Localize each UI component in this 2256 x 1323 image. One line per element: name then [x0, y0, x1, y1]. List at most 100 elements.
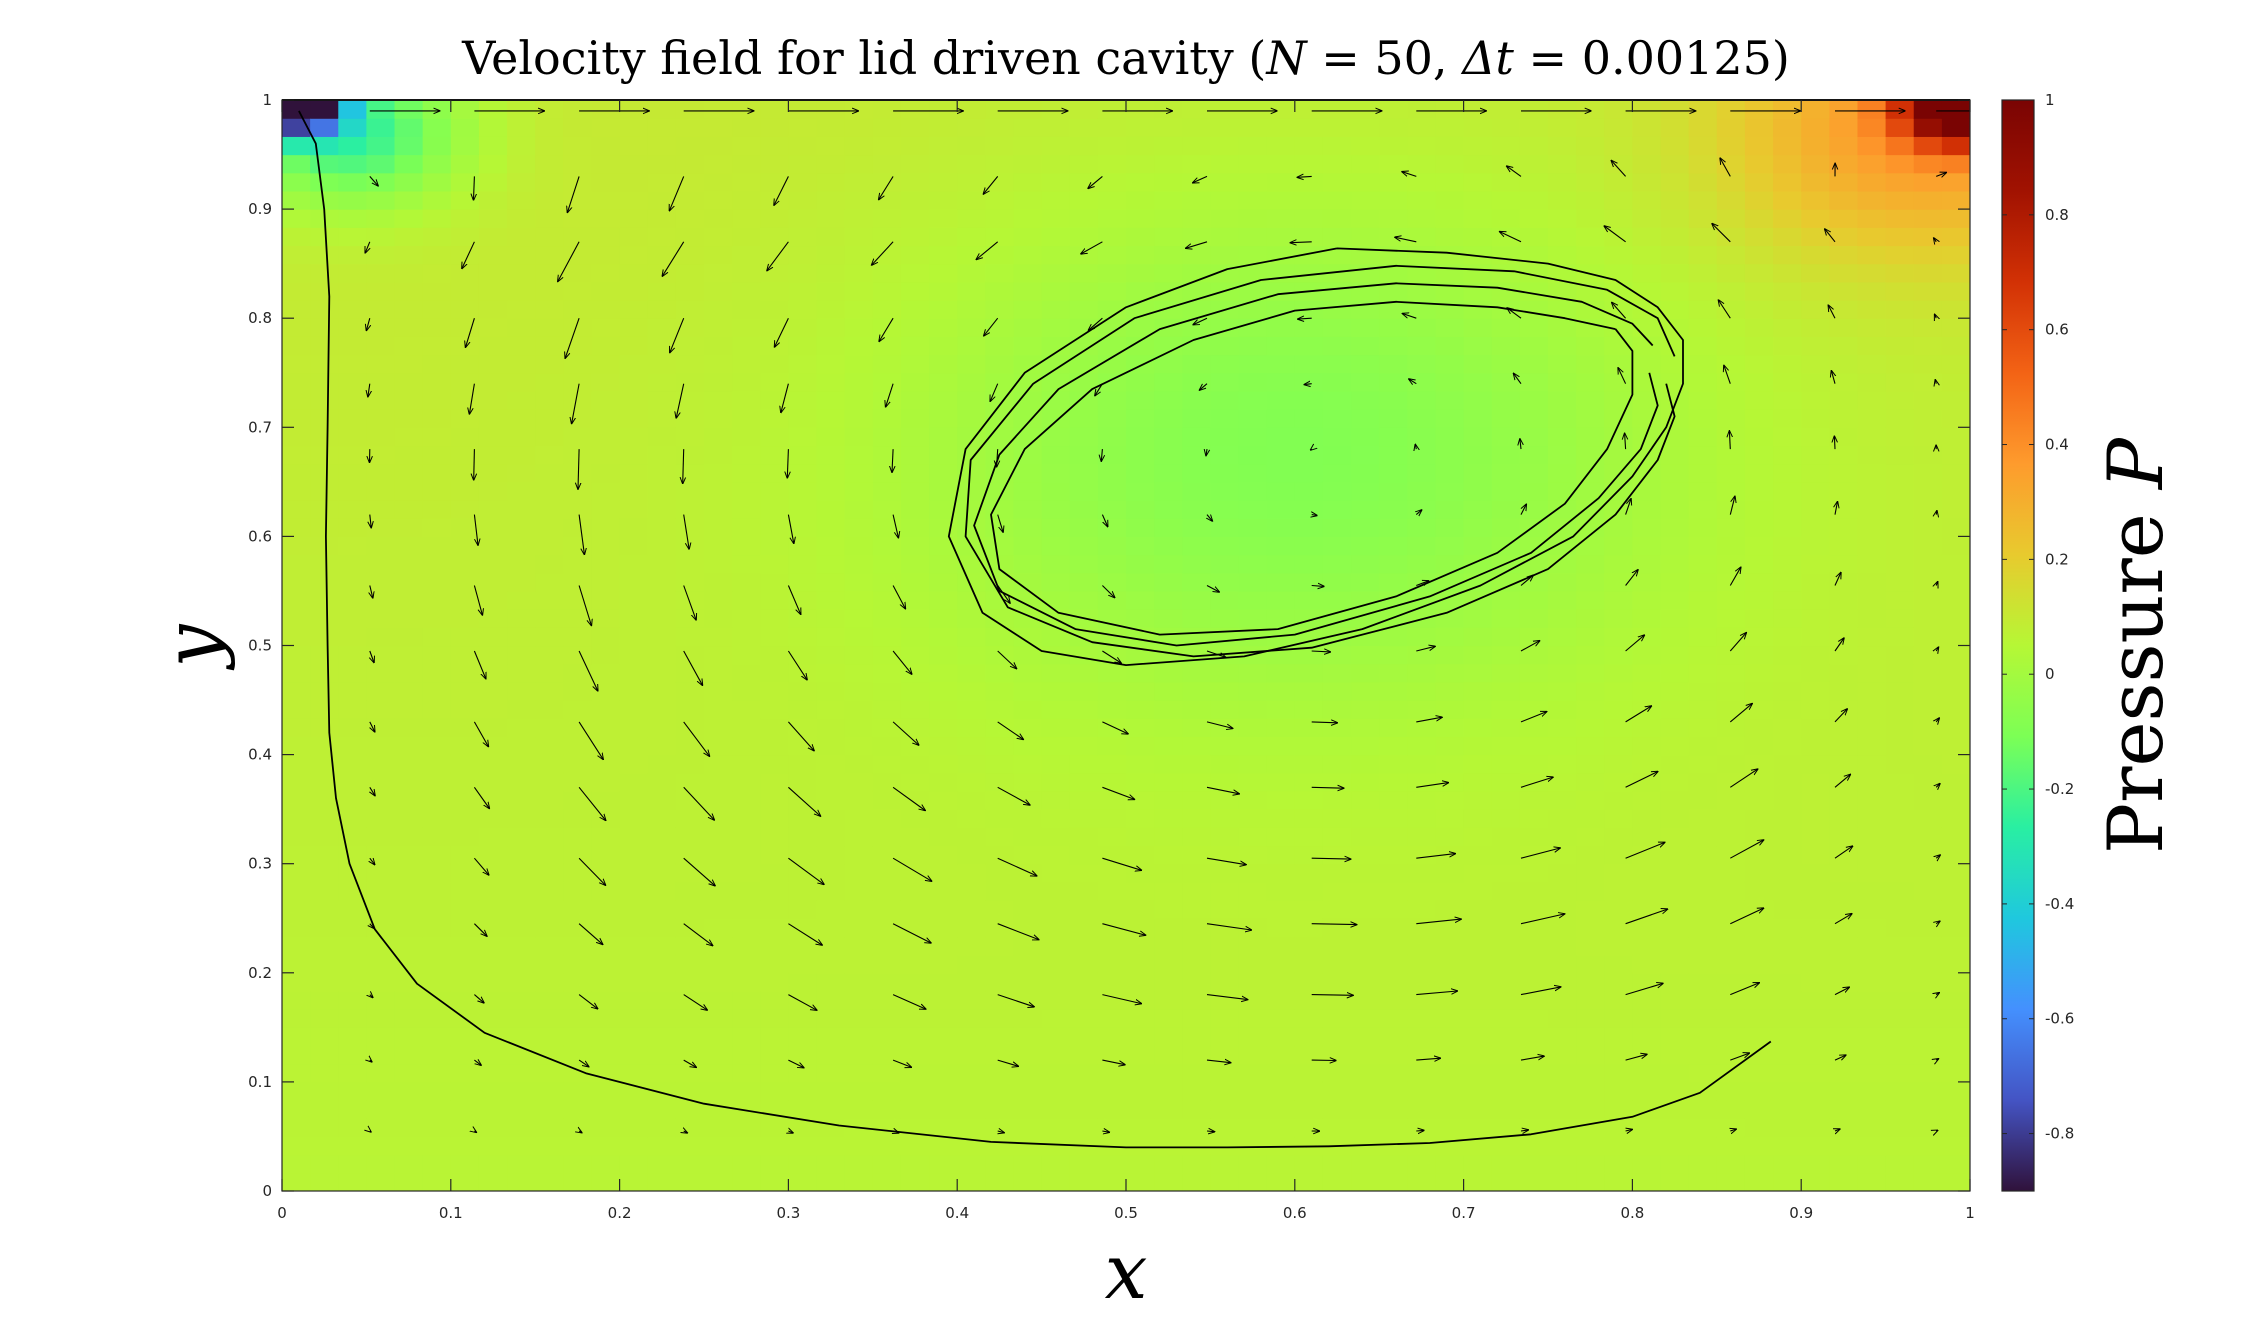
pressure-cell: [1238, 990, 1268, 1010]
pressure-cell: [704, 390, 733, 410]
pressure-cell: [1576, 409, 1605, 428]
pressure-cell: [478, 300, 508, 319]
pressure-cell: [1210, 172, 1240, 192]
pressure-cell: [338, 1063, 367, 1083]
velocity-arrow: [787, 650, 807, 680]
pressure-cell: [1604, 390, 1633, 410]
pressure-cell: [591, 554, 621, 574]
pressure-cell: [1801, 590, 1830, 610]
pressure-cell: [450, 500, 480, 519]
pressure-cell: [732, 354, 761, 374]
pressure-cell: [1491, 136, 1521, 156]
pressure-cell: [1857, 1118, 1887, 1138]
pressure-cell: [422, 1081, 452, 1101]
pressure-cell: [1210, 463, 1240, 483]
pressure-cell: [1182, 681, 1211, 701]
pressure-cell: [1913, 772, 1943, 792]
pressure-cell: [1407, 627, 1437, 647]
pressure-cell: [1913, 954, 1943, 974]
pressure-cell: [535, 336, 564, 356]
pressure-cell: [900, 1063, 930, 1083]
pressure-cell: [1829, 245, 1859, 265]
pressure-cell: [282, 790, 311, 810]
pressure-cell: [1322, 1172, 1352, 1191]
pressure-cell: [366, 809, 396, 828]
pressure-cell: [872, 136, 902, 156]
pressure-cell: [1210, 136, 1240, 156]
pressure-cell: [1463, 136, 1493, 156]
pressure-cell: [816, 918, 846, 938]
pressure-cell: [1744, 572, 1774, 592]
streamline: [964, 264, 1676, 658]
pressure-cell: [816, 827, 846, 847]
pressure-cell: [1097, 863, 1127, 883]
pressure-cell: [1716, 1045, 1746, 1065]
pressure-cell: [900, 263, 930, 283]
velocity-arrow: [879, 317, 894, 341]
pressure-cell: [1238, 1172, 1268, 1191]
pressure-cell: [844, 481, 874, 501]
velocity-arrow: [787, 514, 793, 544]
pressure-cell: [1210, 627, 1240, 647]
pressure-cell: [1660, 1081, 1690, 1101]
pressure-cell: [1941, 990, 1970, 1010]
pressure-cell: [1604, 1136, 1633, 1156]
velocity-arrow: [1206, 994, 1248, 1000]
pressure-cell: [760, 990, 789, 1010]
pressure-cell: [1744, 1118, 1774, 1138]
pressure-cell: [282, 209, 311, 228]
pressure-cell: [507, 881, 536, 901]
pressure-cell: [1351, 1118, 1380, 1138]
velocity-arrow: [1834, 436, 1835, 450]
pressure-cell: [1322, 918, 1352, 938]
pressure-cell: [394, 663, 424, 683]
pressure-cell: [338, 645, 367, 665]
pressure-cell: [788, 972, 818, 992]
pressure-cell: [1548, 900, 1577, 919]
pressure-cell: [985, 881, 1015, 901]
pressure-cell: [1829, 1136, 1859, 1156]
pressure-cell: [535, 118, 564, 137]
pressure-cell: [1716, 645, 1746, 665]
pressure-cell: [957, 936, 986, 956]
pressure-cell: [1660, 136, 1690, 156]
pressure-cell: [844, 100, 874, 119]
pressure-cell: [1632, 372, 1662, 392]
pressure-cell: [450, 645, 480, 665]
pressure-cell: [1069, 918, 1099, 938]
pressure-cell: [1885, 663, 1915, 683]
pressure-cell: [1379, 1172, 1408, 1191]
pressure-cell: [1435, 245, 1465, 265]
pressure-cell: [1463, 1063, 1493, 1083]
pressure-cell: [872, 281, 902, 301]
pressure-cell: [422, 609, 452, 628]
velocity-arrow: [1088, 317, 1103, 330]
pressure-cell: [872, 1118, 902, 1138]
pressure-cell: [1041, 518, 1071, 537]
pressure-cell: [591, 936, 621, 956]
pressure-cell: [1548, 372, 1577, 392]
pressure-cell: [957, 1081, 986, 1101]
pressure-cell: [1210, 209, 1240, 228]
pressure-cell: [1182, 718, 1211, 738]
pressure-cell: [478, 918, 508, 938]
pressure-cell: [1576, 809, 1605, 828]
pressure-cell: [1660, 754, 1690, 774]
pressure-cell: [760, 172, 789, 192]
pressure-cell: [1491, 881, 1521, 901]
pressure-cell: [310, 1081, 339, 1101]
pressure-cell: [1097, 900, 1127, 919]
pressure-cell: [1773, 590, 1802, 610]
pressure-cell: [1773, 972, 1802, 992]
velocity-arrow: [997, 786, 1030, 805]
pressure-cell: [1941, 1081, 1970, 1101]
pressure-cell: [760, 936, 789, 956]
pressure-cell: [1041, 918, 1071, 938]
pressure-cell: [507, 809, 536, 828]
pressure-cell: [338, 281, 367, 301]
pressure-cell: [1773, 300, 1802, 319]
pressure-cell: [1069, 1063, 1099, 1083]
pressure-cell: [1322, 263, 1352, 283]
pressure-cell: [1407, 936, 1437, 956]
pressure-cell: [1941, 300, 1970, 319]
